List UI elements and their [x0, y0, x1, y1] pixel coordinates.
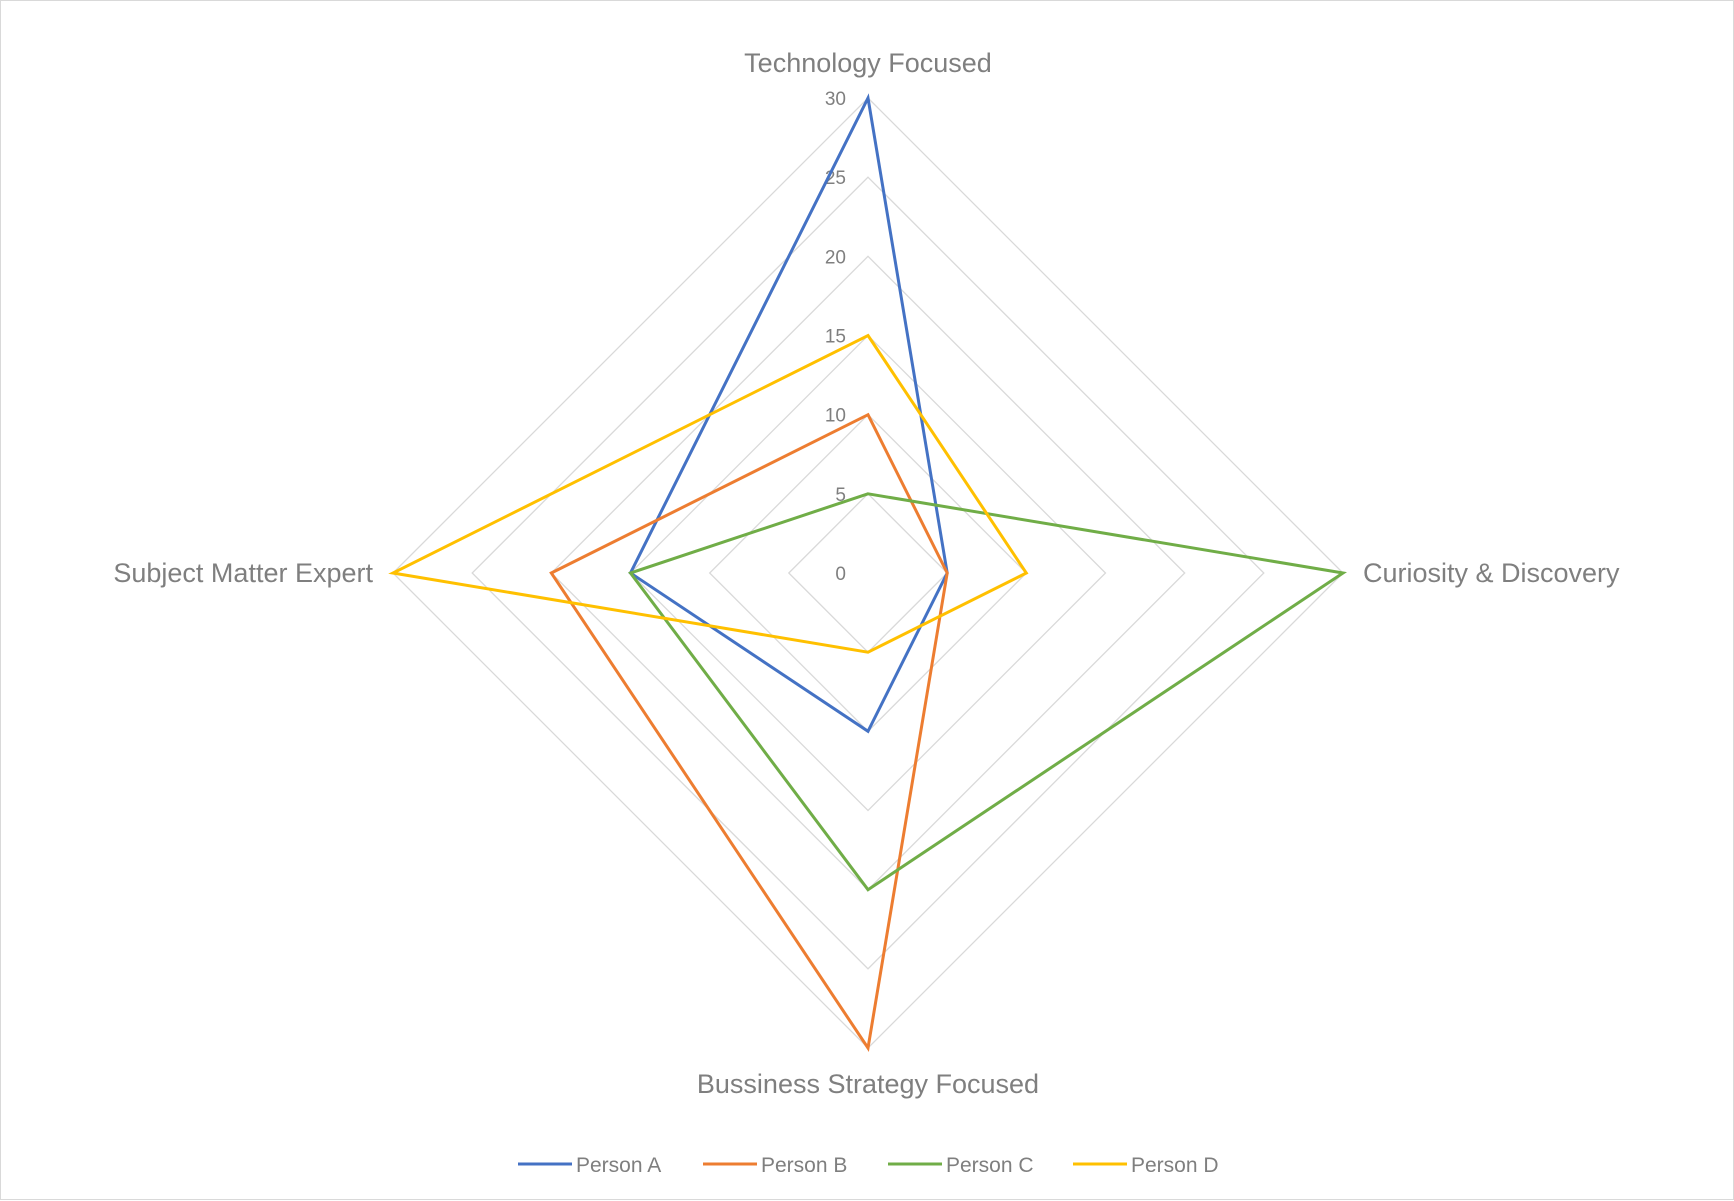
category-label: Curiosity & Discovery	[1363, 558, 1620, 588]
category-label: Bussiness Strategy Focused	[697, 1069, 1039, 1099]
series-line-person-c	[628, 492, 1347, 892]
series-line-person-d	[388, 333, 1029, 654]
tick-label: 20	[825, 247, 846, 268]
category-label: Subject Matter Expert	[113, 558, 373, 588]
legend-item-person-a[interactable]: Person A	[518, 1154, 661, 1177]
series-line-person-b	[549, 412, 949, 1052]
legend-item-person-d[interactable]: Person D	[1073, 1154, 1219, 1177]
tick-label: 10	[825, 406, 846, 427]
legend-label: Person A	[576, 1154, 661, 1177]
tick-label: 0	[835, 564, 846, 585]
grid-ring	[708, 413, 1028, 733]
grid-ring	[471, 176, 1265, 970]
series-layer	[388, 93, 1347, 1052]
category-labels: Technology Focused Curiosity & Discovery B…	[113, 48, 1620, 1099]
grid-ring	[629, 334, 1107, 812]
grid-ring	[392, 97, 1344, 1049]
legend: Person A Person B Person C Person D	[518, 1154, 1219, 1177]
legend-label: Person C	[946, 1154, 1034, 1177]
category-label: Technology Focused	[744, 48, 992, 78]
tick-label: 5	[835, 485, 846, 506]
tick-label: 30	[825, 89, 846, 110]
grid-layer	[392, 97, 1344, 1049]
grid-ring	[787, 492, 949, 654]
grid-ring	[550, 255, 1186, 891]
legend-label: Person D	[1131, 1154, 1219, 1177]
legend-item-person-b[interactable]: Person B	[703, 1154, 847, 1177]
legend-label: Person B	[761, 1154, 847, 1177]
legend-item-person-c[interactable]: Person C	[888, 1154, 1034, 1177]
tick-label: 15	[825, 327, 846, 348]
